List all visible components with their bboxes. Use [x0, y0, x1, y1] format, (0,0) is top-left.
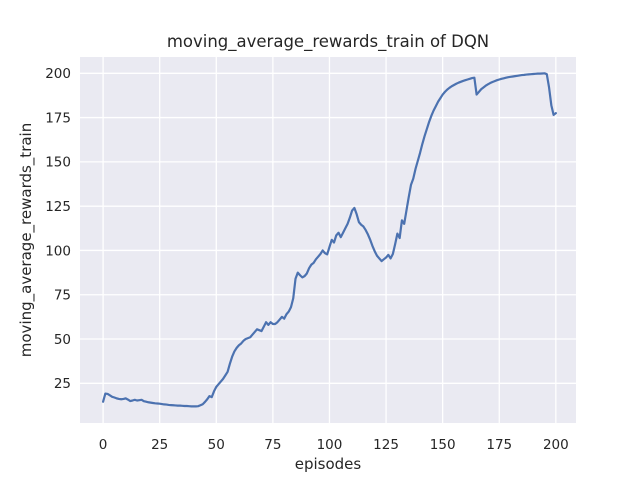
x-tick-label: 100 — [317, 437, 343, 453]
x-tick-label: 75 — [264, 437, 281, 453]
y-tick-label: 150 — [45, 155, 71, 171]
y-tick-label: 50 — [54, 332, 71, 348]
y-tick-label: 125 — [45, 199, 71, 215]
plot-area-background — [80, 57, 576, 423]
y-tick-label: 25 — [54, 376, 71, 392]
x-tick-label: 150 — [430, 437, 456, 453]
y-tick-label: 200 — [45, 66, 71, 82]
y-tick-label: 100 — [45, 243, 71, 259]
y-tick-label: 175 — [45, 110, 71, 126]
line-series — [101, 72, 557, 408]
x-axis-label: episodes — [294, 455, 362, 473]
x-tick-label: 175 — [486, 437, 512, 453]
x-tick-label: 200 — [543, 437, 569, 453]
x-tick-label: 0 — [99, 437, 108, 453]
x-tick-label: 125 — [373, 437, 399, 453]
x-tick-label: 50 — [208, 437, 225, 453]
x-tick-label: 25 — [151, 437, 168, 453]
y-tick-label: 75 — [54, 288, 71, 304]
chart-title: moving_average_rewards_train of DQN — [166, 32, 490, 51]
y-axis-label: moving_average_rewards_train — [17, 122, 35, 358]
